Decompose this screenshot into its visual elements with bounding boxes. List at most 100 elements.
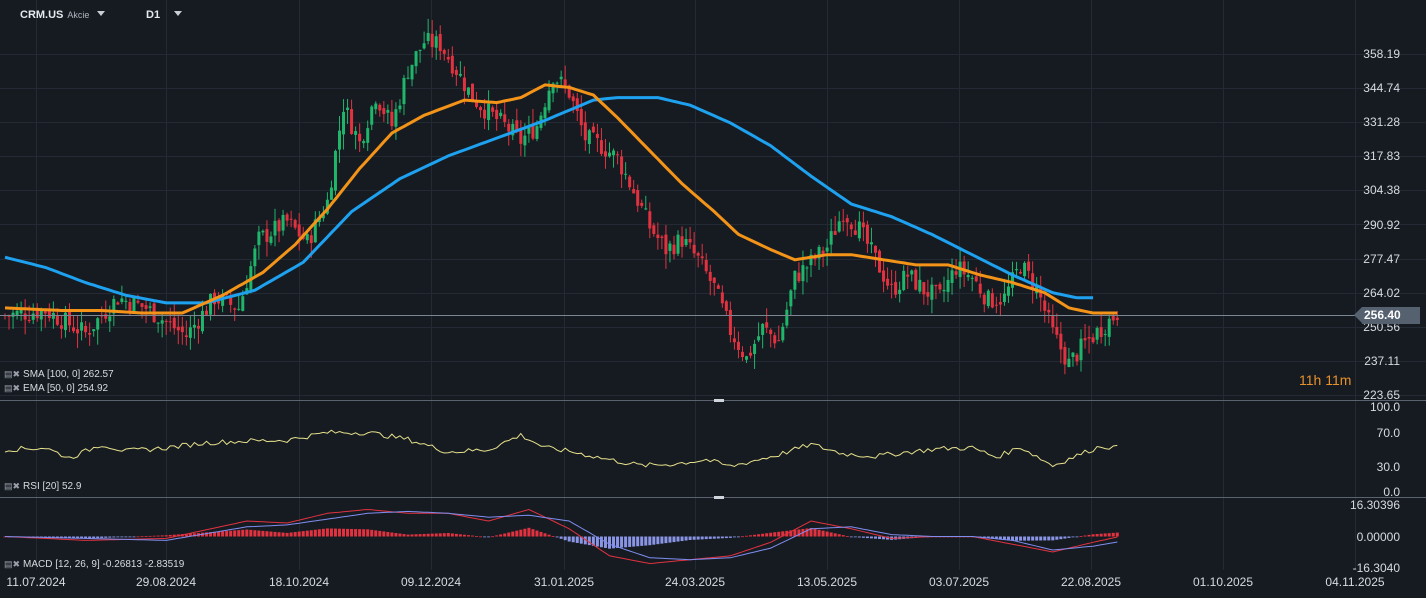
macd-bar (499, 534, 503, 537)
macd-bar (640, 536, 644, 546)
macd-bar (209, 532, 213, 537)
macd-bar (696, 536, 700, 540)
pane-resize-handle-1[interactable] (714, 399, 724, 402)
date-tick-label: 01.10.2025 (1192, 575, 1254, 589)
sma-legend[interactable]: ▤✖ SMA [100, 0] 262.57 (4, 369, 114, 380)
price-tick-label: 290.92 (1363, 217, 1400, 232)
candle-body (515, 120, 519, 131)
candle-body (640, 202, 644, 206)
candle-body (583, 122, 587, 141)
candle-body (176, 326, 180, 331)
candle-body (172, 317, 176, 329)
candle-body (265, 229, 269, 242)
macd-bar (72, 536, 76, 539)
candle-body (221, 294, 225, 306)
price-tick-label: 277.47 (1363, 251, 1400, 266)
candle-body (603, 151, 607, 157)
candle-body (76, 329, 80, 334)
candle-body (273, 220, 277, 236)
symbol-selector[interactable]: CRM.US Akcie (20, 9, 106, 21)
candle-body (660, 236, 664, 238)
macd-bar (664, 536, 668, 544)
candle-body (652, 225, 656, 234)
macd-bar (660, 536, 664, 544)
macd-bar (857, 536, 861, 538)
macd-bar (366, 529, 370, 537)
candle-body (616, 154, 620, 156)
macd-bar (781, 531, 785, 537)
rsi-value: 52.9 (61, 481, 82, 492)
candle-body (414, 51, 418, 67)
macd-bar (277, 532, 281, 537)
macd-bar (648, 536, 652, 546)
indicator-settings-icon[interactable]: ▤✖ (4, 559, 21, 569)
macd-legend[interactable]: ▤✖ MACD [12, 26, 9] -0.26813 -2.83519 (4, 559, 184, 570)
candle-body (1063, 347, 1067, 365)
macd-bar (410, 534, 414, 537)
macd-bar (809, 527, 813, 537)
macd-bar (882, 536, 886, 540)
macd-bar (587, 536, 591, 546)
candle-body (998, 302, 1002, 305)
macd-bar (869, 536, 873, 539)
candle-body (708, 271, 712, 281)
macd-bar (753, 534, 757, 537)
candle-body (104, 314, 108, 319)
candle-body (696, 253, 700, 256)
candle-body (575, 98, 579, 111)
rsi-line (4, 429, 1118, 468)
indicator-settings-icon[interactable]: ▤✖ (4, 383, 21, 393)
macd-bar (442, 533, 446, 537)
macd-bar (184, 533, 188, 537)
candle-body (438, 34, 442, 52)
macd-bar (55, 536, 59, 538)
candle-body (362, 141, 366, 144)
timeframe-selector[interactable]: D1 (146, 9, 183, 21)
macd-bar (1031, 536, 1035, 541)
macd-bar (450, 533, 454, 537)
pane-resize-handle-2[interactable] (714, 496, 724, 499)
macd-value-2: -2.83519 (144, 559, 185, 570)
macd-bar (390, 532, 394, 537)
indicator-settings-icon[interactable]: ▤✖ (4, 481, 21, 491)
macd-bar (265, 531, 269, 537)
candle-body (1071, 352, 1075, 357)
candles (3, 18, 1119, 375)
macd-bar (297, 531, 301, 537)
candle-body (277, 220, 281, 232)
macd-bar (51, 536, 55, 538)
macd-bar (579, 536, 583, 544)
macd-bar (1079, 536, 1083, 537)
macd-bar (547, 534, 551, 537)
candle-body (886, 278, 890, 286)
price-tick-label: 264.02 (1363, 285, 1400, 300)
ema-legend[interactable]: ▤✖ EMA [50, 0] 254.92 (4, 383, 108, 394)
macd-bar (668, 536, 672, 543)
macd-bar (591, 536, 595, 546)
candle-body (1103, 334, 1107, 336)
candle-body (92, 329, 96, 332)
macd-bar (217, 531, 221, 537)
macd-bar (140, 536, 144, 538)
macd-bar (761, 533, 765, 537)
rsi-legend[interactable]: ▤✖ RSI [20] 52.9 (4, 481, 81, 492)
macd-bar (620, 536, 624, 548)
macd-bar (394, 533, 398, 537)
macd-bar (982, 536, 986, 538)
macd-bar (652, 536, 656, 545)
candle-body (732, 338, 736, 343)
candle-body (761, 323, 765, 335)
indicator-settings-icon[interactable]: ▤✖ (4, 369, 21, 379)
candle-body (970, 277, 974, 279)
candle-body (749, 352, 753, 356)
macd-bar (986, 536, 990, 539)
macd-bar (523, 528, 527, 537)
candle-body (23, 313, 27, 320)
candle-body (624, 173, 628, 175)
sma-value: 262.57 (83, 369, 114, 380)
macd-bar (1111, 532, 1115, 537)
macd-bar (873, 536, 877, 539)
macd-bar (1075, 536, 1079, 538)
macd-bar (144, 536, 148, 537)
